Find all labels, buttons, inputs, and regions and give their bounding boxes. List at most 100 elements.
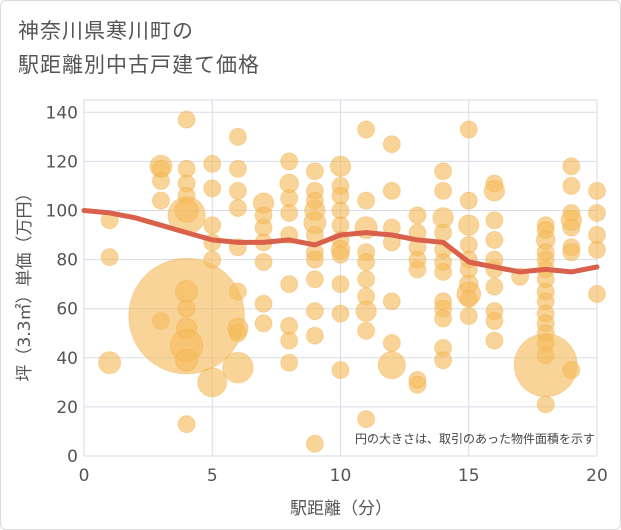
data-bubble: [434, 181, 453, 200]
x-tick-label: 15: [458, 466, 480, 486]
data-bubble: [331, 304, 350, 323]
data-bubble: [305, 270, 324, 289]
y-tick-label: 140: [46, 103, 78, 123]
data-bubble: [485, 277, 504, 296]
data-bubble: [459, 307, 478, 326]
data-bubble: [203, 250, 222, 269]
data-bubble: [254, 314, 273, 333]
data-bubble: [228, 159, 247, 178]
data-bubble: [100, 248, 119, 267]
data-bubble: [357, 410, 376, 429]
data-bubble: [536, 395, 555, 414]
data-bubble: [382, 135, 401, 154]
data-bubble: [562, 243, 581, 262]
data-bubble: [382, 334, 401, 353]
data-bubble: [280, 152, 299, 171]
data-bubble: [408, 206, 427, 225]
data-bubble: [485, 311, 504, 330]
tick-labels: 0 5 10 15 20 0 20 40 60 80 100 120 140: [46, 103, 608, 486]
size-note: 円の大きさは、取引のあった物件面積を示す: [355, 431, 595, 446]
data-bubble: [305, 250, 324, 269]
data-bubble: [254, 253, 273, 272]
data-bubble: [177, 299, 196, 318]
data-bubble: [588, 284, 606, 303]
y-tick-label: 40: [56, 349, 78, 369]
data-bubble: [175, 279, 199, 304]
data-bubble: [228, 282, 247, 301]
data-bubble: [228, 127, 247, 146]
data-bubble: [305, 162, 324, 181]
y-tick-label: 80: [56, 251, 78, 271]
data-bubble: [485, 230, 504, 249]
data-bubble: [228, 181, 247, 200]
data-bubble: [228, 324, 247, 343]
y-axis-title: 坪（3.3㎡）単価（万円）: [15, 184, 35, 381]
data-bubble: [434, 223, 453, 242]
data-bubble: [562, 176, 581, 195]
data-bubble: [203, 216, 222, 235]
data-bubble: [562, 361, 581, 380]
data-bubble: [434, 262, 453, 281]
chart-title: 神奈川県寒川町の 駅距離別中古戸建て価格: [18, 14, 260, 82]
data-bubble: [382, 292, 401, 311]
data-bubble: [203, 154, 222, 173]
data-bubble: [280, 331, 299, 350]
data-bubble: [434, 351, 453, 370]
data-bubble: [331, 245, 350, 264]
data-bubble: [305, 434, 324, 453]
data-bubble: [357, 270, 376, 289]
data-bubble: [562, 157, 581, 176]
data-bubble: [151, 191, 170, 210]
data-bubble: [305, 302, 324, 321]
data-bubble: [357, 191, 376, 210]
data-bubble: [382, 181, 401, 200]
data-bubble: [459, 289, 478, 308]
data-bubble: [280, 275, 299, 294]
data-bubble: [434, 309, 453, 328]
data-bubble: [483, 180, 506, 202]
trend-line-layer: [81, 208, 600, 275]
data-bubble: [357, 321, 376, 340]
data-bubble: [485, 331, 504, 350]
y-tick-label: 120: [46, 152, 78, 172]
data-bubble: [329, 155, 352, 177]
data-bubble: [485, 211, 504, 230]
x-tick-label: 5: [207, 466, 218, 486]
data-bubble: [175, 348, 199, 372]
trend-line: [81, 208, 600, 275]
data-bubble: [357, 253, 376, 272]
data-bubble: [177, 415, 196, 434]
data-bubble: [355, 300, 377, 322]
data-bubble: [562, 218, 581, 237]
data-bubble: [331, 275, 350, 294]
data-bubble: [408, 375, 427, 394]
x-tick-label: 20: [586, 466, 608, 486]
data-bubble: [588, 203, 606, 222]
bubble-layer: [98, 110, 606, 453]
data-bubble: [197, 367, 228, 398]
data-bubble: [151, 172, 170, 191]
data-bubble: [434, 162, 453, 181]
x-tick-label: 10: [330, 466, 352, 486]
data-bubble: [588, 240, 606, 259]
data-bubble: [222, 351, 254, 384]
data-bubble: [588, 181, 606, 200]
x-tick-label: 0: [79, 466, 90, 486]
data-bubble: [459, 120, 478, 139]
data-bubble: [458, 214, 480, 236]
data-bubble: [408, 260, 427, 279]
x-axis-title: 駅距離（分）: [290, 499, 392, 519]
y-tick-label: 100: [46, 201, 78, 221]
data-bubble: [203, 179, 222, 198]
data-bubble: [357, 120, 376, 139]
data-bubble: [254, 294, 273, 313]
y-tick-label: 20: [56, 398, 78, 418]
data-bubble: [331, 361, 350, 380]
data-bubble: [280, 353, 299, 372]
data-bubble: [377, 351, 406, 380]
data-bubble: [280, 203, 299, 222]
y-tick-label: 60: [56, 300, 78, 320]
y-tick-label: 0: [67, 447, 78, 467]
title-line-1: 神奈川県寒川町の: [18, 19, 194, 43]
